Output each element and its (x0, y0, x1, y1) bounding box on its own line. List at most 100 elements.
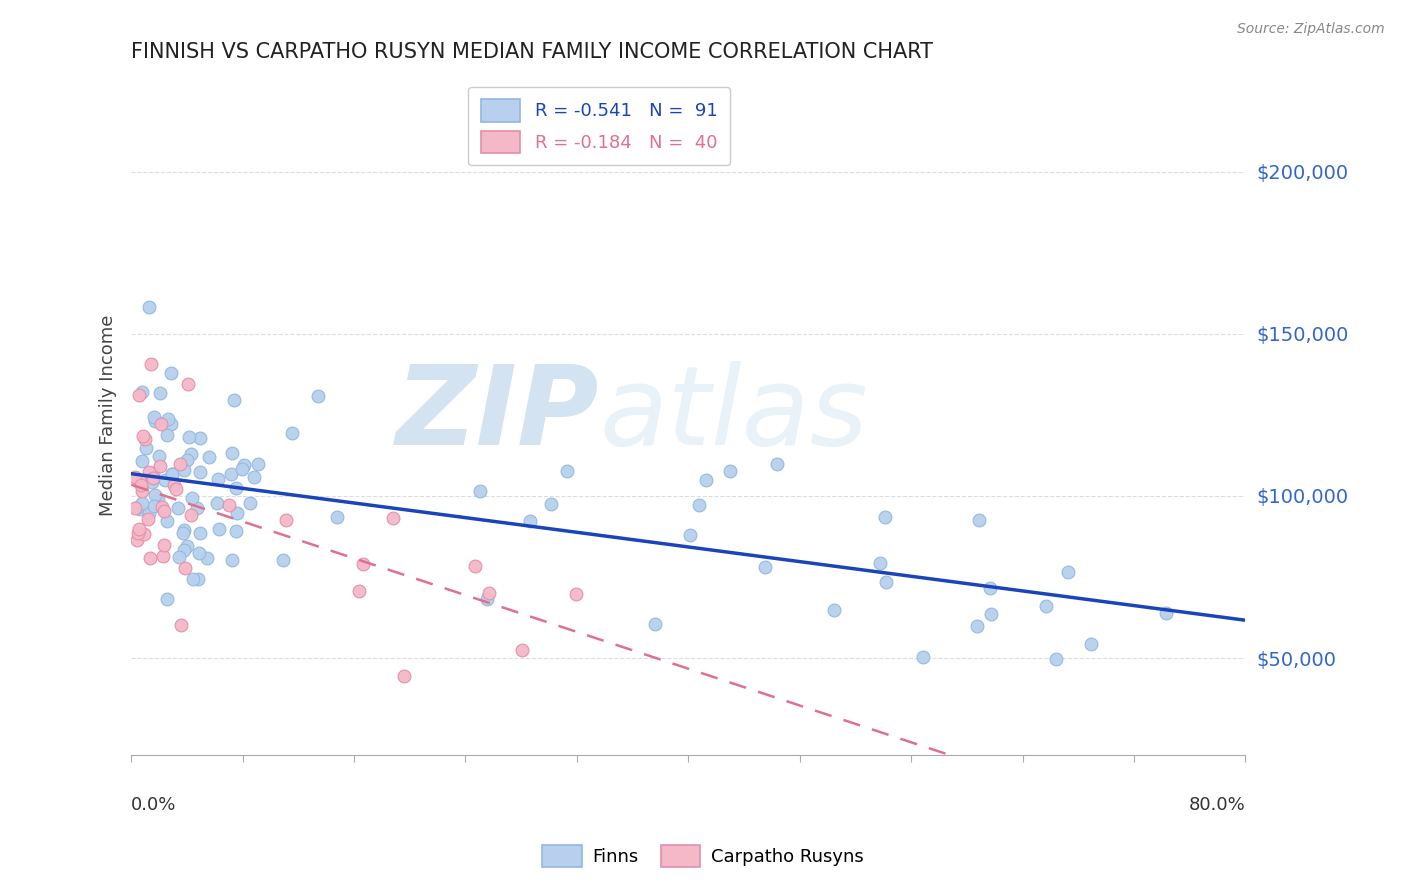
Point (231, 462, 253, 476)
Point (187, 572, 209, 586)
Point (153, 473, 176, 487)
Point (131, 483, 153, 498)
Point (226, 507, 249, 521)
Point (276, 513, 298, 527)
Point (173, 523, 195, 537)
Point (131, 453, 153, 467)
Point (519, 514, 541, 528)
Point (149, 458, 172, 473)
Point (176, 539, 198, 553)
Point (221, 446, 243, 460)
Point (127, 500, 149, 514)
Point (464, 559, 486, 574)
Point (911, 650, 934, 665)
Point (718, 464, 741, 478)
Point (540, 497, 562, 511)
Point (167, 549, 190, 564)
Point (156, 427, 179, 442)
Point (232, 458, 254, 472)
Point (225, 481, 247, 495)
Point (766, 457, 789, 471)
Point (134, 432, 156, 446)
Point (141, 357, 163, 371)
Point (246, 457, 269, 471)
Point (1057, 566, 1080, 580)
Point (980, 607, 1002, 621)
Point (243, 470, 266, 484)
Point (170, 618, 193, 632)
Y-axis label: Median Family Income: Median Family Income (100, 314, 117, 516)
Point (222, 392, 245, 407)
Point (173, 542, 195, 557)
Point (148, 450, 170, 464)
Point (186, 501, 208, 516)
Point (207, 472, 229, 486)
Point (142, 410, 165, 425)
Text: 80.0%: 80.0% (1188, 797, 1246, 814)
Point (150, 500, 173, 514)
Point (138, 300, 160, 314)
Point (271, 553, 294, 567)
Point (352, 557, 374, 571)
Point (152, 549, 174, 563)
Point (160, 367, 183, 381)
Point (177, 430, 200, 444)
Point (478, 585, 501, 599)
Point (127, 533, 149, 548)
Point (132, 527, 155, 541)
Point (188, 431, 211, 445)
Point (979, 581, 1001, 595)
Point (1154, 607, 1177, 621)
Text: atlas: atlas (599, 361, 868, 468)
Point (555, 464, 578, 478)
Point (181, 491, 204, 505)
Text: 0.0%: 0.0% (131, 797, 177, 814)
Point (394, 669, 416, 683)
Point (180, 508, 202, 522)
Point (131, 496, 153, 510)
Point (135, 441, 157, 455)
Point (347, 583, 370, 598)
Point (165, 483, 187, 497)
Point (166, 500, 188, 515)
Point (869, 557, 891, 571)
Point (967, 513, 990, 527)
Point (754, 559, 776, 574)
Point (128, 502, 150, 516)
Point (142, 499, 165, 513)
Point (153, 504, 176, 518)
Point (225, 524, 247, 538)
Point (565, 586, 588, 600)
Point (966, 618, 988, 632)
Point (172, 525, 194, 540)
Point (156, 411, 179, 425)
Point (138, 506, 160, 520)
Point (475, 592, 498, 607)
Point (169, 457, 191, 471)
Point (148, 492, 170, 507)
Point (143, 414, 166, 428)
Point (1045, 651, 1067, 665)
Point (160, 467, 183, 481)
Point (160, 467, 183, 482)
Point (142, 471, 165, 485)
Point (181, 572, 204, 586)
Text: ZIP: ZIP (395, 361, 599, 468)
Point (132, 429, 155, 443)
Point (470, 484, 492, 499)
Point (153, 538, 176, 552)
Point (644, 616, 666, 631)
Point (688, 498, 710, 512)
Point (129, 474, 152, 488)
Point (127, 525, 149, 540)
Legend: Finns, Carpatho Rusyns: Finns, Carpatho Rusyns (534, 838, 872, 874)
Point (156, 514, 179, 528)
Point (281, 425, 304, 440)
Point (141, 475, 163, 490)
Point (180, 447, 202, 461)
Point (219, 467, 242, 482)
Point (875, 574, 897, 589)
Text: FINNISH VS CARPATHO RUSYN MEDIAN FAMILY INCOME CORRELATION CHART: FINNISH VS CARPATHO RUSYN MEDIAN FAMILY … (131, 42, 934, 62)
Point (205, 496, 228, 510)
Point (124, 469, 146, 483)
